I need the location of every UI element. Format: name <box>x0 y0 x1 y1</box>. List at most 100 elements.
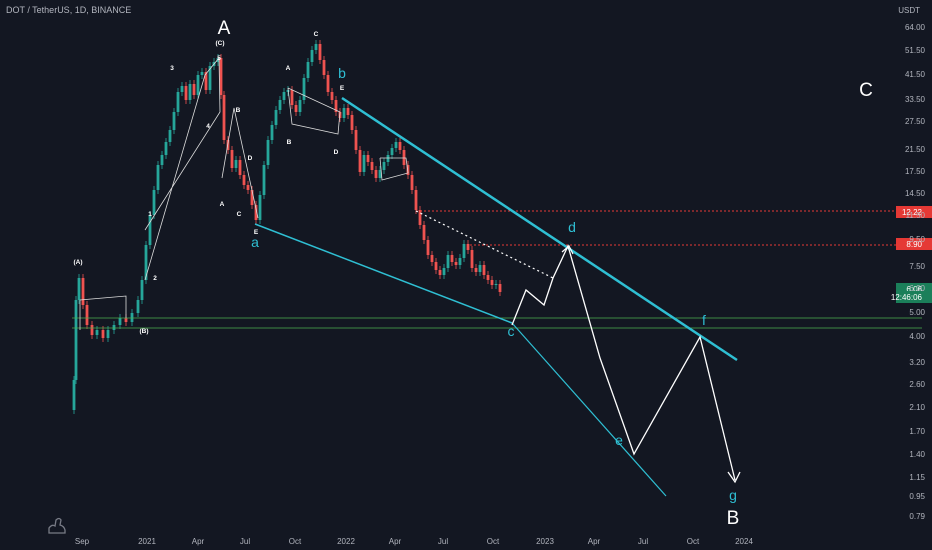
candle-body <box>366 155 370 162</box>
candle-body <box>130 313 134 322</box>
candle-body <box>326 75 330 92</box>
time-tick-label: Apr <box>192 537 205 546</box>
candle-body <box>144 245 148 280</box>
candle-body <box>152 190 156 215</box>
price-tick-label: 3.20 <box>909 358 925 367</box>
minor-wave-label: C <box>237 211 242 218</box>
candle-body <box>302 78 306 100</box>
candle-body <box>498 284 502 292</box>
candle-body <box>148 215 152 245</box>
candle-body <box>278 100 282 110</box>
candle-body <box>204 72 208 90</box>
price-badge-label: 6.06 <box>906 285 922 294</box>
arrow-head-d <box>561 245 574 255</box>
candle-body <box>234 160 238 168</box>
time-tick-label: 2022 <box>337 537 355 546</box>
candle-body <box>176 92 180 112</box>
major-wave-label: C <box>859 80 873 101</box>
price-tick-label: 2.10 <box>909 403 925 412</box>
minor-wave-label: 3 <box>170 65 174 72</box>
candle-body <box>430 255 434 262</box>
candle-body <box>494 284 498 285</box>
price-badge-label: 8.90 <box>906 240 922 249</box>
candle-body <box>474 268 478 272</box>
candle-body <box>72 380 76 410</box>
price-tick-label: 33.50 <box>905 95 926 104</box>
candle-body <box>346 108 350 115</box>
candle-body <box>160 155 164 165</box>
candle-body <box>442 268 446 275</box>
teal-wave-label: f <box>702 312 706 328</box>
time-tick-label: 2024 <box>735 537 753 546</box>
wave-channel <box>144 56 221 281</box>
candle-body <box>136 300 140 313</box>
minor-wave-label: (C) <box>215 40 224 47</box>
candle-body <box>298 100 302 112</box>
candle-body <box>164 142 168 155</box>
time-tick-label: Oct <box>687 537 700 546</box>
lower-trendline-ext <box>511 322 667 497</box>
price-tick-label: 6.00 <box>909 284 925 293</box>
price-tick-label: 1.70 <box>909 427 925 436</box>
minor-wave-label: D <box>248 155 253 162</box>
price-badge-label: 12:46:06 <box>891 293 923 302</box>
candle-body <box>342 108 346 118</box>
candle-body <box>486 275 490 280</box>
candle-body <box>282 92 286 100</box>
symbol-title: DOT / TetherUS, 1D, BINANCE <box>6 5 132 15</box>
teal-wave-label: e <box>615 432 623 448</box>
time-tick-label: Jul <box>638 537 648 546</box>
candle-body <box>230 150 234 168</box>
candle-body <box>386 155 390 162</box>
candle-body <box>156 165 160 190</box>
price-tick-label: 7.50 <box>909 262 925 271</box>
candle-body <box>470 250 474 268</box>
price-axis: 64.00 51.50 41.50 33.50 27.50 21.50 17.50 14.50… <box>905 23 926 521</box>
price-tick-label: 51.50 <box>905 46 926 55</box>
candle-body <box>318 44 322 60</box>
currency-label: USDT <box>898 6 920 15</box>
time-tick-label: Oct <box>487 537 500 546</box>
price-badge <box>896 291 932 303</box>
candle-body <box>438 270 442 275</box>
candle-body <box>458 258 462 265</box>
price-badge <box>896 206 932 218</box>
candle-body <box>254 205 258 220</box>
candle-body <box>310 50 314 62</box>
wave-box <box>79 295 127 330</box>
candle-body <box>172 112 176 130</box>
candle-body <box>466 244 470 250</box>
candle-body <box>258 195 262 220</box>
candle-body <box>81 278 85 305</box>
candle-body <box>330 92 334 100</box>
candle-body <box>95 330 99 335</box>
candle-body <box>350 115 354 130</box>
price-tick-label: 1.15 <box>909 473 925 482</box>
projected-path <box>511 244 736 481</box>
candle-body <box>262 165 266 195</box>
candle-body <box>454 262 458 265</box>
price-tick-label: 1.40 <box>909 450 925 459</box>
minor-wave-label: B <box>236 107 241 114</box>
arrow-head <box>727 471 741 484</box>
candle-body <box>426 240 430 255</box>
wave-box2 <box>379 157 409 181</box>
candle-body <box>106 330 110 338</box>
minor-wave-label: 5 <box>217 55 221 62</box>
candle-body <box>306 62 310 78</box>
major-wave-label: A <box>218 18 231 39</box>
price-tick-label: 0.79 <box>909 512 925 521</box>
candle-body <box>140 280 144 300</box>
candle-body <box>74 300 78 380</box>
candle-body <box>238 160 242 175</box>
price-tick-label: 0.95 <box>909 492 925 501</box>
minor-wave-label: (B) <box>139 328 148 335</box>
minor-wave-label: A <box>286 65 291 72</box>
candle-body <box>374 170 378 178</box>
teal-wave-label: g <box>729 487 737 503</box>
candle-body <box>378 170 382 178</box>
candle-body <box>414 190 418 210</box>
candle-body <box>222 95 226 140</box>
candle-body <box>402 150 406 165</box>
